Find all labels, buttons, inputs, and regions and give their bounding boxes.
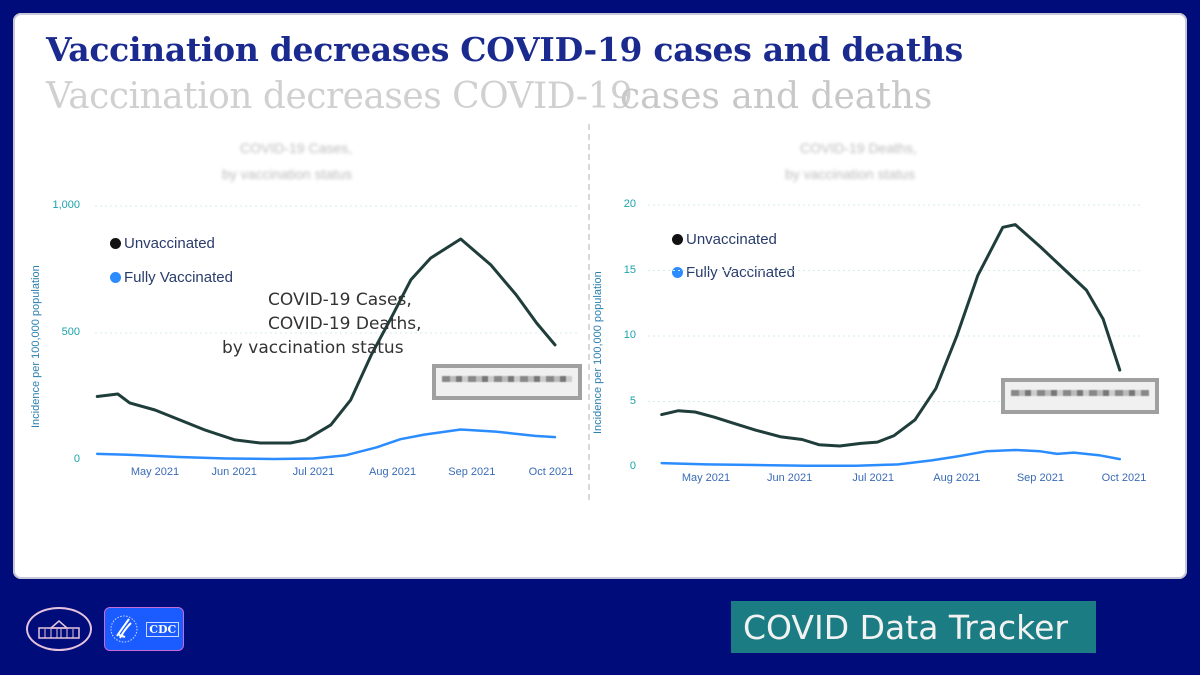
series-line-fully-vaccinated <box>95 428 557 461</box>
chart-1-title-blurred: COVID-19 Cases, <box>240 140 353 156</box>
ghost-title-line2: cases and deaths <box>620 76 933 117</box>
x-tick-label: May 2021 <box>130 466 180 478</box>
unvaccinated-dot-icon <box>110 238 121 249</box>
ghost-title-line1: Vaccination decreases COVID-19 <box>46 76 633 117</box>
y-tick-label: 0 <box>629 460 636 472</box>
y-tick-label: 1,000 <box>52 199 80 211</box>
chart-2-subtitle-blurred: by vaccination status <box>785 166 915 182</box>
legend-label: Unvaccinated <box>124 235 215 252</box>
x-tick-label: May 2021 <box>681 472 731 484</box>
y-tick-label: 15 <box>623 263 636 276</box>
series-line-unvaccinated <box>95 237 557 445</box>
chart-2-legend-fully-vaccinated: Fully Vaccinated <box>672 264 795 281</box>
y-tick-label: 0 <box>73 453 80 465</box>
x-tick-label: Oct 2021 <box>1101 472 1147 484</box>
x-tick-label: Oct 2021 <box>528 466 574 478</box>
panel-divider <box>588 124 590 500</box>
y-tick-label: 10 <box>623 329 636 341</box>
legend-label: Fully Vaccinated <box>124 269 233 286</box>
cdc-logo: CDC <box>104 607 184 651</box>
chart-2-legend-unvaccinated: Unvaccinated <box>672 231 777 248</box>
legend-label: Unvaccinated <box>686 231 777 248</box>
x-tick-label: Jun 2021 <box>766 472 813 484</box>
slide-card <box>13 13 1187 579</box>
cdc-text: CDC <box>146 621 180 637</box>
x-tick-label: Jul 2021 <box>292 466 335 478</box>
chart-1-legend-fully-vaccinated: Fully Vaccinated <box>110 269 233 286</box>
fully-vaccinated-dot-icon <box>672 267 683 278</box>
legend-label: Fully Vaccinated <box>686 264 795 281</box>
series-line-unvaccinated <box>660 223 1122 448</box>
covid-data-tracker-link[interactable]: COVID Data Tracker <box>731 601 1096 653</box>
chart-2-title-blurred: COVID-19 Deaths, <box>800 140 917 156</box>
chart-1-blurred-annotation <box>432 364 582 400</box>
y-tick-label: 5 <box>629 394 636 407</box>
x-tick-label: Sep 2021 <box>1016 472 1064 484</box>
chart-2-blurred-annotation <box>1001 378 1159 414</box>
x-tick-label: Jun 2021 <box>211 466 257 478</box>
y-tick-label: 20 <box>623 198 636 210</box>
white-house-seal-icon <box>26 607 92 651</box>
y-tick-label: 500 <box>61 326 80 338</box>
chart-1-legend-unvaccinated: Unvaccinated <box>110 235 215 252</box>
series-line-fully-vaccinated <box>660 448 1122 467</box>
overlay-cases-text: COVID-19 Cases, <box>268 290 412 310</box>
x-tick-label: Sep 2021 <box>448 466 496 478</box>
unvaccinated-dot-icon <box>672 234 683 245</box>
overlay-subtitle-text: by vaccination status <box>222 338 404 358</box>
fully-vaccinated-dot-icon <box>110 272 121 283</box>
x-tick-label: Aug 2021 <box>933 472 981 484</box>
slide-title: Vaccination decreases COVID-19 cases and… <box>46 30 963 69</box>
chart-1-subtitle-blurred: by vaccination status <box>222 166 352 182</box>
x-tick-label: Jul 2021 <box>852 472 894 484</box>
hhs-eagle-icon <box>110 615 138 643</box>
overlay-deaths-text: COVID-19 Deaths, <box>268 314 422 334</box>
x-tick-label: Aug 2021 <box>369 466 417 478</box>
